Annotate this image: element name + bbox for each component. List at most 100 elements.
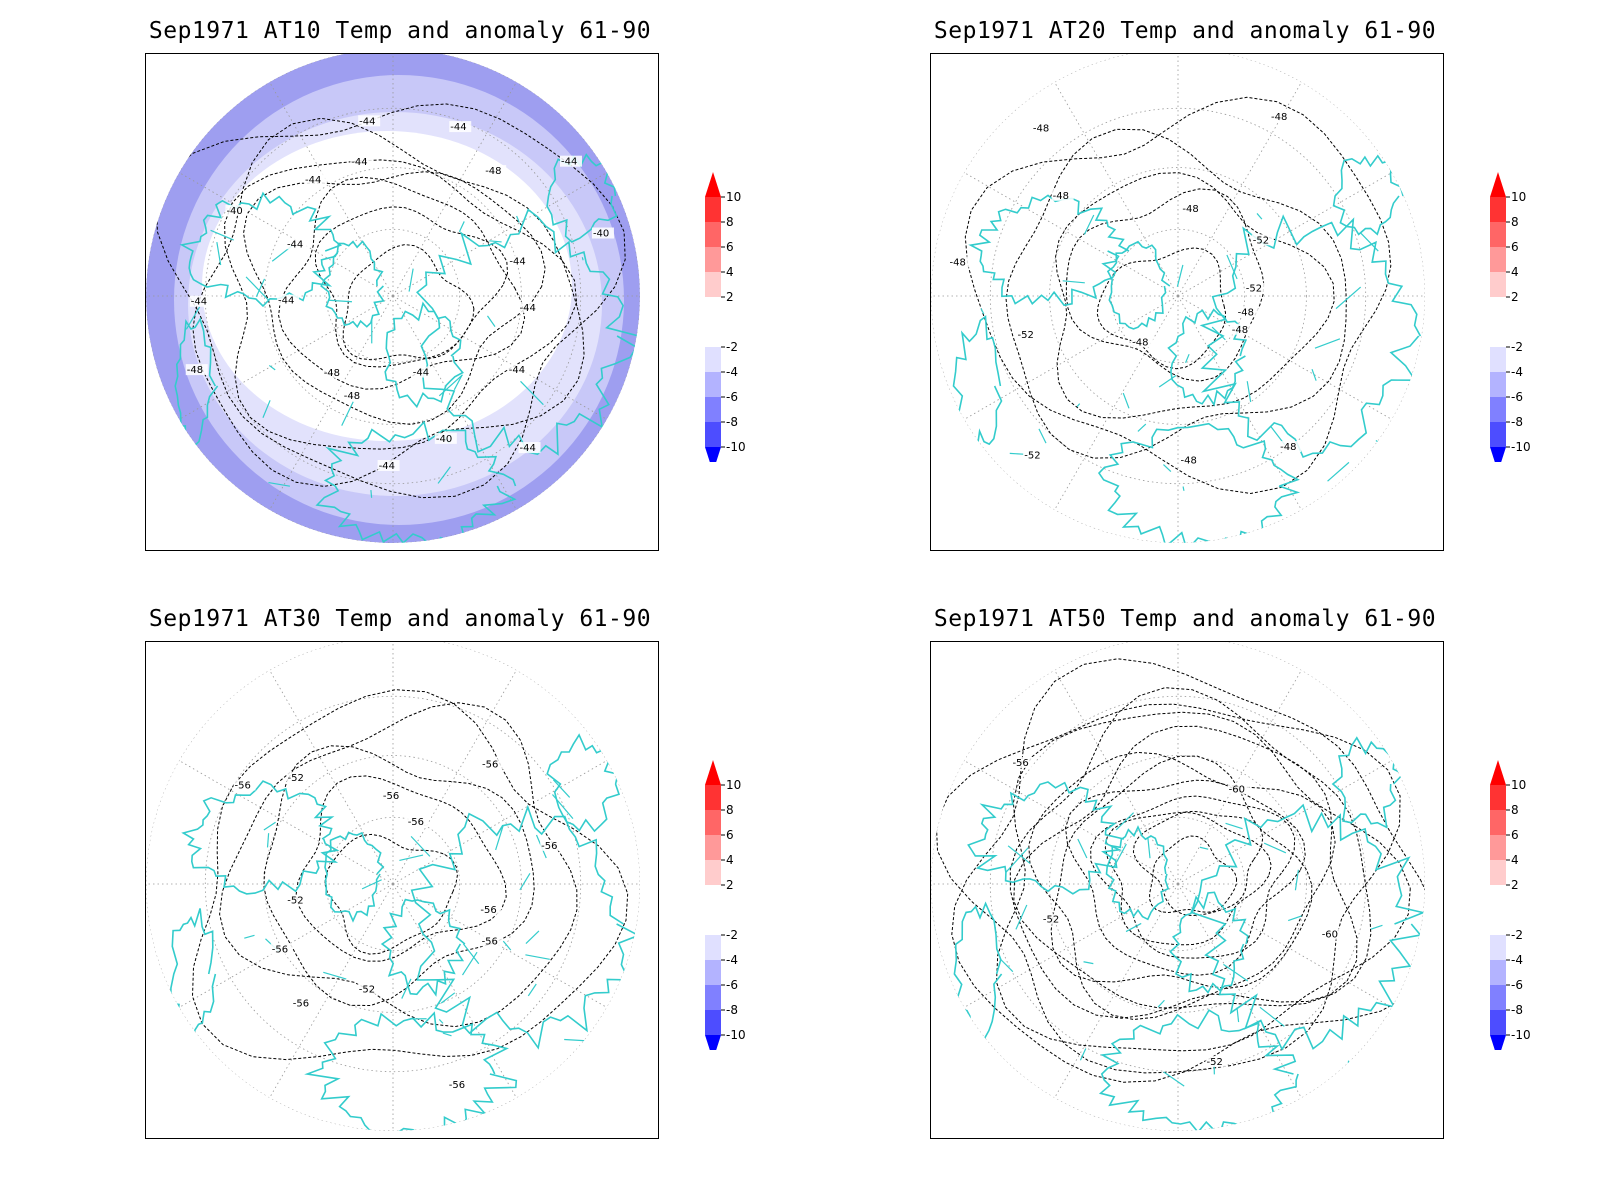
colorbar-segment — [1490, 247, 1506, 272]
contour-label: -60 — [1229, 784, 1245, 795]
coastline — [967, 781, 1125, 895]
contour-line — [295, 775, 507, 962]
colorbar-segment — [1490, 835, 1506, 860]
contour-line — [1096, 247, 1227, 370]
coastline — [1106, 240, 1171, 330]
contour-label: -48 — [1181, 456, 1197, 467]
border-line — [1137, 423, 1147, 432]
border-line — [564, 1038, 586, 1042]
border-line — [495, 825, 504, 851]
contour-label: -44 — [287, 239, 303, 250]
contour-label: -56 — [235, 780, 251, 791]
colorbar-tick-label: 6 — [726, 828, 734, 842]
colorbar-tick-label: -6 — [1511, 978, 1523, 992]
coastline — [1331, 736, 1405, 829]
contour-label: -48 — [187, 365, 203, 376]
contour-label: -56 — [272, 944, 288, 955]
border-line — [266, 833, 270, 848]
contour-label: -48 — [1280, 442, 1296, 453]
colorbar-segment — [1490, 910, 1506, 935]
border-line — [440, 992, 456, 1004]
panel-title: Sep1971 AT50 Temp and anomaly 61-90 — [933, 606, 1437, 632]
colorbar-tick-label: 8 — [1511, 803, 1519, 817]
contour-label: -48 — [485, 166, 501, 177]
colorbar-tick-label: -6 — [726, 390, 738, 404]
colorbar-segment — [1490, 297, 1506, 322]
border-line — [1163, 1071, 1185, 1087]
contour-label: -52 — [1018, 330, 1034, 341]
contour-label: -48 — [950, 257, 966, 268]
border-line — [1182, 486, 1185, 491]
contour-label: -52 — [359, 985, 375, 996]
polar-map: -48 -48 -48 -48 -48 -52 -52 -48 -48 -48 -48 -48 -52 -… — [931, 54, 1425, 543]
contour-line — [1149, 835, 1238, 914]
colorbar-segment — [705, 297, 721, 322]
border-line — [370, 489, 373, 498]
border-line — [263, 821, 276, 831]
colorbar-segment — [1490, 985, 1506, 1010]
border-line — [1083, 214, 1095, 235]
colorbar-segment — [705, 785, 721, 810]
contour-label: -48 — [1033, 123, 1049, 134]
border-line — [1314, 338, 1341, 349]
contour-label: -44 — [413, 368, 429, 379]
contour-line — [935, 703, 1401, 1074]
border-line — [1005, 847, 1029, 873]
contour-label: -52 — [287, 773, 303, 784]
border-line — [245, 276, 269, 301]
colorbar-segment — [705, 222, 721, 247]
border-line — [1079, 1048, 1087, 1061]
border-line — [323, 971, 347, 980]
colorbar-segment — [1490, 397, 1506, 422]
coastline — [410, 804, 640, 1050]
contour-label: -48 — [324, 368, 340, 379]
contour-line — [191, 689, 629, 1061]
contour-label: -44 — [509, 256, 525, 267]
colorbar-segment — [1490, 885, 1506, 910]
colorbar-segment — [705, 422, 721, 447]
colorbar-tick-label: -2 — [1511, 928, 1523, 942]
colorbar-top-arrow — [1490, 760, 1506, 785]
contour-label: -52 — [287, 896, 303, 907]
colorbar-segment — [1490, 810, 1506, 835]
border-line — [1199, 846, 1209, 850]
contour-line — [224, 159, 578, 450]
colorbar-tick-label: 10 — [1511, 778, 1526, 792]
border-line — [1236, 1007, 1240, 1023]
colorbar: 10 8 6 4 2 -2 -4 -6 -8 -10 — [705, 172, 746, 462]
colorbar-tick-label: -6 — [1511, 390, 1523, 404]
border-line — [438, 1019, 444, 1024]
contour-label: -56 — [482, 759, 498, 770]
contour-label: -40 — [593, 229, 609, 240]
colorbar-tick-label: -8 — [1511, 415, 1523, 429]
colorbar-segment — [705, 397, 721, 422]
border-line — [1259, 1006, 1285, 1027]
colorbar-bottom-arrow — [705, 447, 721, 462]
border-line — [552, 779, 571, 798]
colorbar-tick-label: -2 — [1511, 340, 1523, 354]
contour-label: -40 — [226, 206, 242, 217]
contour-line — [263, 745, 535, 1007]
colorbar: 10 8 6 4 2 -2 -4 -6 -8 -10 — [1490, 172, 1531, 462]
border-line — [462, 943, 480, 965]
contour-label: -44 — [450, 122, 466, 133]
coastline — [174, 317, 219, 458]
colorbar-segment — [705, 910, 721, 935]
border-line — [210, 229, 234, 241]
contour-label: -52 — [1253, 235, 1269, 246]
polar-map: -56 -56 -56 -52 -56 -56 -52 -56 -52 -56 -56 -56 -56 — [146, 642, 640, 1131]
contour-line — [1090, 795, 1296, 959]
border-line — [268, 364, 276, 371]
map-frame: -56 -56 -56 -52 -56 -56 -52 -56 -52 -56 -56 -56 -56 — [145, 641, 659, 1139]
contour-label: -56 — [383, 791, 399, 802]
colorbar-segment — [705, 1010, 721, 1035]
contour-line — [964, 96, 1392, 495]
coastline — [380, 898, 466, 997]
colorbar-tick-label: -8 — [726, 415, 738, 429]
colorbar-bottom-arrow — [705, 1035, 721, 1050]
contour-label: -56 — [480, 905, 496, 916]
contour-label: -48 — [344, 391, 360, 402]
colorbar-tick-label: -10 — [726, 440, 746, 454]
border-line — [1335, 286, 1362, 310]
colorbar-tick-label: -4 — [726, 365, 738, 379]
